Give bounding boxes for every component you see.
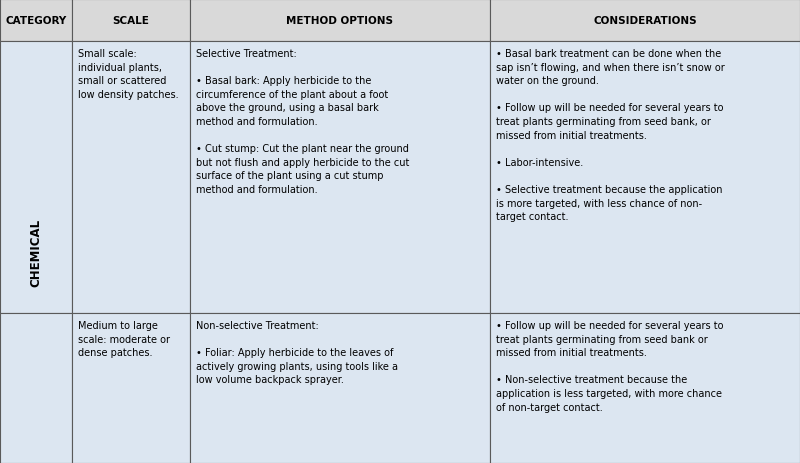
Bar xyxy=(0,42,72,313)
Text: Small scale:
individual plants,
small or scattered
low density patches.: Small scale: individual plants, small or… xyxy=(78,49,178,100)
Text: Medium to large
scale: moderate or
dense patches.: Medium to large scale: moderate or dense… xyxy=(78,320,170,357)
Bar xyxy=(190,313,490,463)
Bar xyxy=(72,0,190,42)
Text: CONSIDERATIONS: CONSIDERATIONS xyxy=(593,16,697,26)
Bar xyxy=(72,313,190,463)
Bar xyxy=(190,0,490,42)
Text: Selective Treatment:

• Basal bark: Apply herbicide to the
circumference of the : Selective Treatment: • Basal bark: Apply… xyxy=(196,49,410,194)
Bar xyxy=(490,42,800,313)
Text: SCALE: SCALE xyxy=(113,16,150,26)
Bar xyxy=(0,313,72,463)
Text: • Basal bark treatment can be done when the
sap isn’t flowing, and when there is: • Basal bark treatment can be done when … xyxy=(496,49,725,222)
Text: • Follow up will be needed for several years to
treat plants germinating from se: • Follow up will be needed for several y… xyxy=(496,320,723,412)
Bar xyxy=(490,313,800,463)
Bar xyxy=(0,0,72,42)
Bar xyxy=(190,42,490,313)
Bar xyxy=(490,0,800,42)
Text: CHEMICAL: CHEMICAL xyxy=(30,219,42,287)
Text: Non-selective Treatment:

• Foliar: Apply herbicide to the leaves of
actively gr: Non-selective Treatment: • Foliar: Apply… xyxy=(196,320,398,385)
Text: CATEGORY: CATEGORY xyxy=(6,16,66,26)
Text: METHOD OPTIONS: METHOD OPTIONS xyxy=(286,16,394,26)
Bar xyxy=(72,42,190,313)
